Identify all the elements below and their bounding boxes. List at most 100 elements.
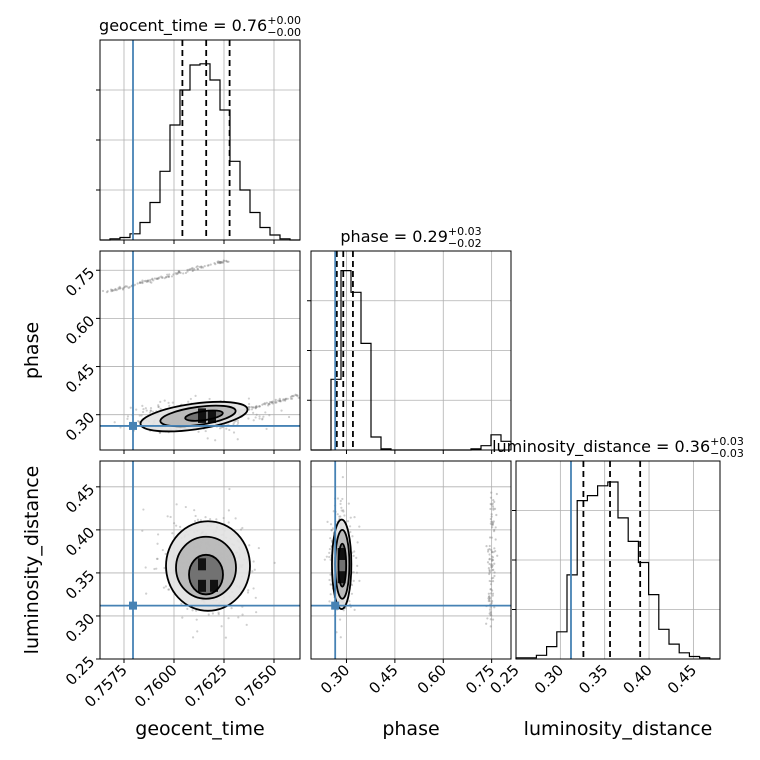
histogram-luminosity_distance: [515, 481, 720, 660]
sample-point: [117, 286, 120, 289]
sample-point: [252, 411, 255, 414]
sample-point: [488, 548, 491, 551]
x-tick-label: 0.60: [414, 661, 450, 697]
sample-point: [491, 569, 494, 572]
sample-point: [113, 421, 116, 424]
sample-point: [239, 528, 243, 531]
sample-point: [148, 411, 152, 414]
sample-point: [190, 267, 193, 271]
sample-point: [270, 401, 274, 404]
sample-point: [284, 397, 288, 400]
sample-point: [203, 264, 206, 268]
sample-point: [491, 592, 495, 595]
sample-point: [343, 514, 346, 517]
sample-point: [161, 548, 164, 552]
sample-point: [494, 538, 497, 541]
sample-point: [490, 565, 494, 569]
frame-layer: [96, 39, 721, 663]
sample-point: [488, 598, 491, 601]
sample-point: [156, 277, 159, 281]
sample-point: [490, 550, 494, 553]
sample-point: [286, 397, 289, 400]
sample-point: [111, 289, 114, 293]
sample-point: [178, 270, 181, 273]
sample-point: [282, 398, 285, 401]
density-core: [337, 547, 346, 560]
sample-point: [252, 587, 255, 590]
sample-point: [115, 289, 118, 292]
sample-point: [241, 613, 244, 616]
sample-point: [141, 281, 144, 285]
sample-point: [261, 418, 264, 421]
sample-point: [489, 507, 492, 511]
sample-point: [268, 403, 271, 406]
sample-point: [488, 571, 491, 574]
sample-point: [329, 537, 332, 540]
sample-point: [336, 497, 340, 500]
sample-point: [488, 568, 491, 572]
y-tick-label: 0.45: [62, 480, 98, 516]
sample-point: [109, 288, 113, 291]
sample-point: [186, 268, 189, 272]
sample-point: [141, 529, 144, 532]
sample-point: [141, 410, 145, 414]
sample-point: [488, 544, 491, 548]
sample-point: [138, 281, 142, 284]
sample-point: [258, 405, 261, 408]
sample-point: [489, 618, 492, 621]
sample-point: [252, 419, 255, 422]
sample-point: [156, 533, 160, 536]
sample-point: [155, 277, 158, 280]
sample-point: [219, 261, 222, 264]
sample-point: [118, 287, 122, 290]
sample-point: [487, 595, 490, 599]
sample-point: [490, 551, 494, 554]
sample-point: [342, 509, 345, 512]
sample-point: [164, 552, 167, 556]
sample-point: [200, 266, 203, 269]
sample-point: [356, 564, 359, 567]
sample-point: [487, 548, 490, 551]
axes-frame-joint: [99, 460, 301, 660]
sample-point: [265, 427, 268, 431]
sample-point: [186, 270, 189, 273]
sample-point: [128, 286, 131, 289]
sample-point: [274, 400, 277, 403]
sample-point: [219, 261, 222, 264]
sample-point: [492, 521, 495, 525]
sample-point: [268, 414, 271, 417]
sample-point: [146, 279, 150, 282]
sample-point: [198, 265, 201, 269]
contour-line: [337, 542, 348, 588]
sample-point: [228, 487, 231, 491]
sample-point: [301, 394, 303, 396]
sample-point: [487, 592, 490, 595]
title-sup: +0.03: [448, 225, 482, 238]
sample-point: [163, 277, 166, 280]
sample-point: [204, 429, 207, 433]
y-tick-label: 0.35: [62, 567, 98, 603]
sample-point: [227, 521, 230, 524]
sample-point: [164, 585, 168, 588]
sample-point: [236, 419, 240, 422]
sample-point: [328, 555, 331, 559]
sample-point: [166, 275, 170, 278]
contour-line: [331, 518, 353, 610]
sample-point: [106, 290, 109, 293]
sample-point: [228, 428, 231, 432]
sample-point: [168, 404, 171, 407]
sample-point: [241, 526, 244, 530]
sample-point: [328, 600, 331, 603]
sample-point: [492, 530, 496, 533]
sample-point: [492, 551, 495, 554]
sample-point: [163, 566, 166, 570]
sample-point: [144, 407, 147, 410]
sample-point: [126, 285, 129, 288]
sample-point: [250, 405, 253, 409]
sample-point: [490, 503, 493, 506]
sample-point: [247, 397, 251, 400]
sample-point: [141, 404, 144, 407]
sample-point: [355, 571, 359, 574]
sample-point: [258, 405, 261, 408]
sample-point: [141, 281, 144, 284]
